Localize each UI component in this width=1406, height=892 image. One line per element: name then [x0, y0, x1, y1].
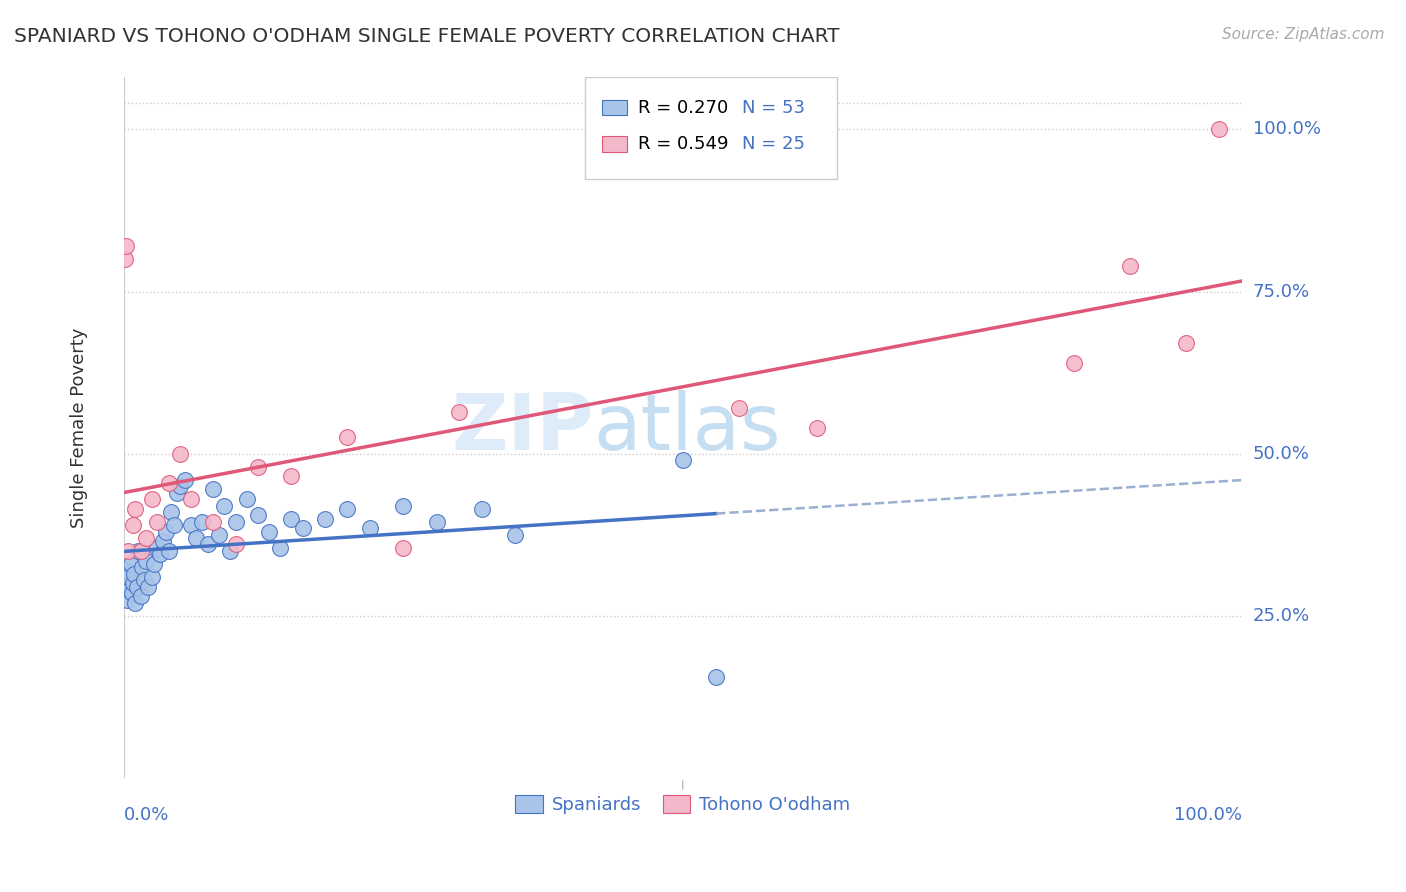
Point: [146, 541, 169, 555]
Text: 50.0%: 50.0%: [1253, 445, 1309, 463]
Text: 0.0%: 0.0%: [124, 806, 169, 824]
Point: [146, 515, 169, 529]
Point: [1174, 336, 1197, 351]
Point: [127, 580, 149, 594]
Point: [426, 515, 449, 529]
Point: [155, 524, 177, 539]
Point: [135, 531, 157, 545]
FancyBboxPatch shape: [602, 100, 627, 115]
Point: [470, 501, 492, 516]
Point: [143, 557, 166, 571]
Text: N = 53: N = 53: [742, 98, 806, 117]
Point: [135, 554, 157, 568]
Point: [225, 537, 247, 551]
Text: atlas: atlas: [593, 390, 780, 466]
Text: 100.0%: 100.0%: [1253, 120, 1320, 138]
Point: [359, 521, 381, 535]
Text: R = 0.270: R = 0.270: [638, 98, 728, 117]
Point: [157, 544, 180, 558]
Point: [503, 528, 526, 542]
Point: [159, 505, 181, 519]
Point: [314, 511, 336, 525]
Point: [114, 252, 136, 266]
Point: [124, 501, 146, 516]
Point: [202, 483, 225, 497]
Point: [727, 401, 749, 416]
Point: [704, 670, 727, 684]
Point: [180, 492, 202, 507]
Point: [131, 560, 153, 574]
Point: [121, 586, 143, 600]
Point: [191, 515, 214, 529]
Point: [291, 521, 314, 535]
Point: [166, 485, 188, 500]
Point: [115, 592, 138, 607]
Point: [1063, 356, 1085, 370]
Point: [208, 528, 231, 542]
Point: [129, 590, 152, 604]
Point: [141, 570, 163, 584]
Text: SPANIARD VS TOHONO O'ODHAM SINGLE FEMALE POVERTY CORRELATION CHART: SPANIARD VS TOHONO O'ODHAM SINGLE FEMALE…: [14, 27, 839, 45]
Point: [202, 515, 225, 529]
Point: [117, 544, 139, 558]
Text: R = 0.549: R = 0.549: [638, 135, 728, 153]
Point: [163, 518, 186, 533]
Point: [246, 459, 269, 474]
FancyBboxPatch shape: [585, 78, 837, 179]
Point: [115, 239, 138, 253]
Point: [280, 511, 302, 525]
Point: [1119, 259, 1142, 273]
Point: [121, 518, 143, 533]
Text: N = 25: N = 25: [742, 135, 806, 153]
Point: [121, 576, 143, 591]
FancyBboxPatch shape: [602, 136, 627, 152]
Text: Source: ZipAtlas.com: Source: ZipAtlas.com: [1222, 27, 1385, 42]
Text: 25.0%: 25.0%: [1253, 607, 1310, 624]
Point: [127, 544, 149, 558]
Point: [257, 524, 280, 539]
Point: [336, 430, 359, 444]
Point: [174, 473, 197, 487]
Point: [141, 492, 163, 507]
Text: ZIP: ZIP: [451, 390, 593, 466]
Point: [124, 596, 146, 610]
Point: [169, 479, 191, 493]
Text: Single Female Poverty: Single Female Poverty: [70, 327, 89, 528]
Point: [117, 570, 139, 584]
Point: [197, 537, 219, 551]
Point: [246, 508, 269, 523]
Point: [219, 544, 242, 558]
Point: [169, 447, 191, 461]
Point: [115, 563, 138, 577]
Point: [129, 544, 152, 558]
Point: [186, 531, 208, 545]
Point: [392, 541, 415, 555]
Point: [122, 566, 145, 581]
Point: [157, 475, 180, 490]
Point: [806, 421, 828, 435]
Point: [336, 501, 359, 516]
Point: [392, 499, 415, 513]
Point: [152, 534, 174, 549]
Point: [672, 453, 695, 467]
Point: [138, 580, 160, 594]
Point: [280, 469, 302, 483]
Point: [118, 582, 141, 597]
Point: [225, 515, 247, 529]
Text: 75.0%: 75.0%: [1253, 283, 1310, 301]
Point: [449, 404, 471, 418]
Point: [214, 499, 236, 513]
Point: [236, 492, 259, 507]
Point: [1208, 122, 1230, 136]
Legend: Spaniards, Tohono O'odham: Spaniards, Tohono O'odham: [508, 788, 858, 822]
Point: [120, 557, 142, 571]
Point: [132, 573, 155, 587]
Point: [114, 580, 136, 594]
Text: 100.0%: 100.0%: [1174, 806, 1241, 824]
Point: [149, 547, 172, 561]
Point: [180, 518, 202, 533]
Point: [269, 541, 291, 555]
